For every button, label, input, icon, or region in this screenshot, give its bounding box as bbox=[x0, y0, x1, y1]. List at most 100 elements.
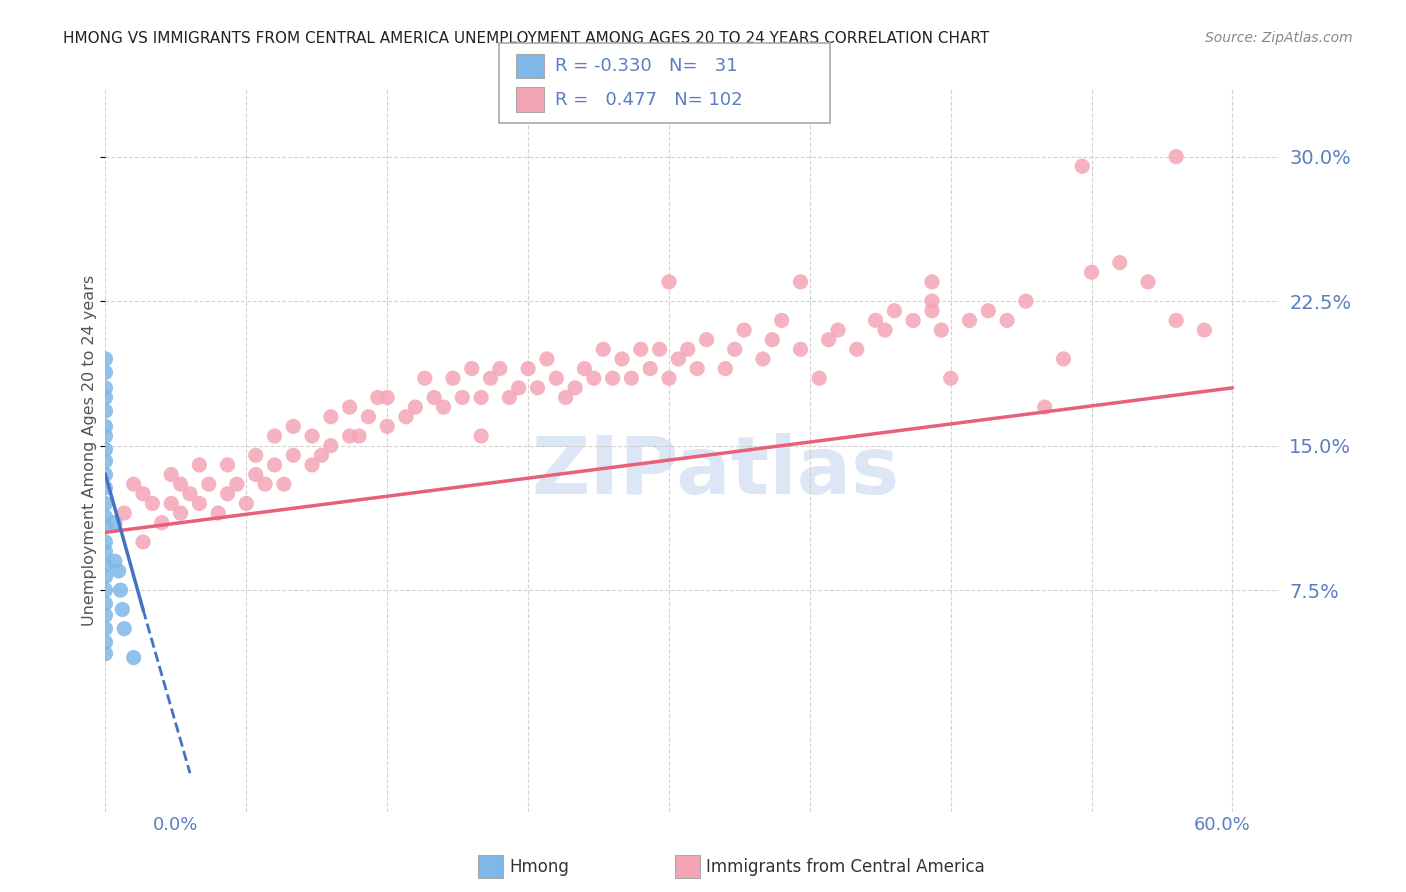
Point bbox=[94, 391, 117, 405]
Point bbox=[714, 361, 737, 376]
Point bbox=[413, 371, 436, 385]
Point bbox=[217, 458, 239, 472]
Point bbox=[301, 458, 323, 472]
Point bbox=[441, 371, 464, 385]
Point bbox=[94, 647, 117, 661]
Point bbox=[339, 400, 361, 414]
Point bbox=[367, 391, 389, 405]
Point bbox=[150, 516, 173, 530]
Point bbox=[179, 487, 201, 501]
Point bbox=[104, 516, 127, 530]
Point bbox=[1080, 265, 1102, 279]
Point bbox=[592, 343, 614, 357]
Text: HMONG VS IMMIGRANTS FROM CENTRAL AMERICA UNEMPLOYMENT AMONG AGES 20 TO 24 YEARS : HMONG VS IMMIGRANTS FROM CENTRAL AMERICA… bbox=[63, 31, 990, 46]
Point bbox=[648, 343, 671, 357]
Point bbox=[226, 477, 249, 491]
Point bbox=[1015, 294, 1038, 309]
Point bbox=[789, 275, 811, 289]
Point bbox=[160, 467, 183, 482]
Point bbox=[107, 564, 129, 578]
Point bbox=[94, 558, 117, 573]
Point bbox=[939, 371, 962, 385]
Point bbox=[245, 467, 267, 482]
Point bbox=[808, 371, 831, 385]
Point bbox=[921, 294, 943, 309]
Point bbox=[554, 391, 576, 405]
Point bbox=[160, 496, 183, 510]
Point bbox=[197, 477, 219, 491]
Point bbox=[995, 313, 1018, 327]
Point bbox=[873, 323, 896, 337]
Point bbox=[479, 371, 502, 385]
Point bbox=[283, 448, 305, 462]
Point bbox=[498, 391, 520, 405]
Point bbox=[508, 381, 530, 395]
Point bbox=[610, 351, 633, 366]
Point bbox=[319, 439, 342, 453]
Point bbox=[122, 650, 145, 665]
Point bbox=[169, 477, 191, 491]
Point bbox=[1071, 159, 1094, 173]
Point bbox=[94, 519, 117, 533]
Point bbox=[696, 333, 718, 347]
Point bbox=[347, 429, 370, 443]
Point bbox=[1166, 150, 1188, 164]
Point bbox=[789, 343, 811, 357]
Point bbox=[94, 481, 117, 495]
Point bbox=[375, 391, 398, 405]
Point bbox=[112, 506, 135, 520]
Point bbox=[132, 535, 155, 549]
Point bbox=[94, 366, 117, 380]
Point bbox=[630, 343, 652, 357]
Point bbox=[94, 544, 117, 558]
Point bbox=[94, 404, 117, 418]
Point bbox=[94, 608, 117, 623]
Point bbox=[470, 391, 492, 405]
Point bbox=[110, 583, 132, 598]
Point bbox=[245, 448, 267, 462]
Point bbox=[188, 496, 211, 510]
Point bbox=[207, 506, 229, 520]
Text: 60.0%: 60.0% bbox=[1194, 816, 1250, 834]
Point bbox=[1194, 323, 1216, 337]
Point bbox=[620, 371, 643, 385]
Point bbox=[901, 313, 924, 327]
Point bbox=[517, 361, 540, 376]
Point bbox=[883, 303, 905, 318]
Point bbox=[395, 409, 418, 424]
Point bbox=[94, 569, 117, 583]
Point bbox=[141, 496, 163, 510]
Point bbox=[94, 635, 117, 649]
Point bbox=[959, 313, 981, 327]
Point bbox=[94, 467, 117, 482]
Point bbox=[339, 429, 361, 443]
Point bbox=[235, 496, 257, 510]
Point bbox=[94, 583, 117, 598]
Point bbox=[461, 361, 484, 376]
Point bbox=[921, 275, 943, 289]
Point bbox=[254, 477, 277, 491]
Point bbox=[761, 333, 783, 347]
Point bbox=[1108, 255, 1130, 269]
Point bbox=[1052, 351, 1074, 366]
Point bbox=[658, 371, 681, 385]
Point bbox=[263, 458, 285, 472]
Point bbox=[404, 400, 426, 414]
Point bbox=[1033, 400, 1056, 414]
Point bbox=[1136, 275, 1159, 289]
Point bbox=[574, 361, 596, 376]
Point bbox=[638, 361, 661, 376]
Point bbox=[357, 409, 380, 424]
Point bbox=[921, 303, 943, 318]
Point bbox=[111, 602, 134, 616]
Point bbox=[865, 313, 887, 327]
Text: Hmong: Hmong bbox=[509, 858, 569, 876]
Point bbox=[94, 351, 117, 366]
Point bbox=[94, 442, 117, 457]
Point bbox=[676, 343, 699, 357]
Point bbox=[319, 409, 342, 424]
Text: 0.0%: 0.0% bbox=[153, 816, 198, 834]
Point bbox=[977, 303, 1000, 318]
Point bbox=[217, 487, 239, 501]
Point bbox=[311, 448, 333, 462]
